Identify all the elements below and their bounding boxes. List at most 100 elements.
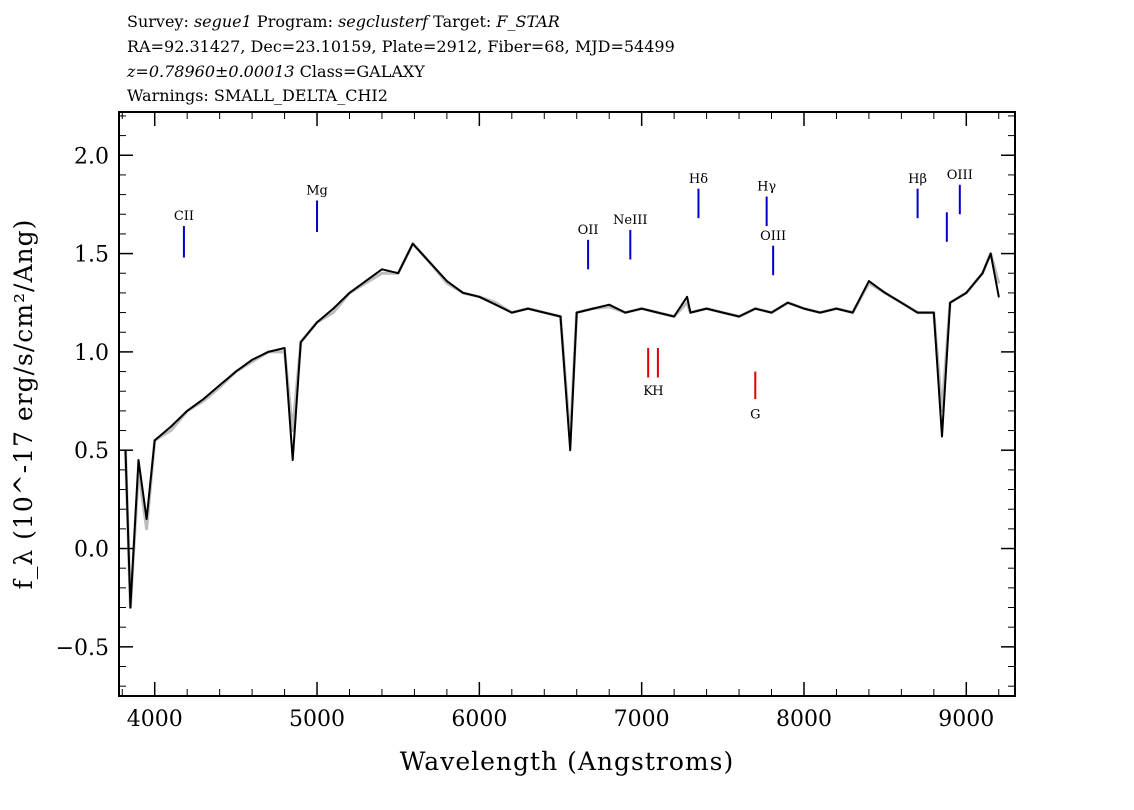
emission-line-label: Hγ [757,180,776,195]
flux-point [364,282,367,284]
smoothed-point [575,311,578,314]
smoothed-point [251,358,253,361]
spectral-line-markers: CII Mg OII NeIII Hδ Hγ OIII Hβ OIII K H G [174,168,973,423]
smoothed-point [332,307,335,310]
x-axis-label: Wavelength (Angstroms) [400,747,734,776]
smoothed-point [446,280,448,282]
flux-point [381,272,383,275]
smoothed-point [803,307,805,310]
smoothed-point [705,307,708,310]
y-axis-label: f_λ (10^-17 erg/s/cm²/Ang) [9,219,38,590]
smoothed-point [900,301,903,304]
y-tick-label: 1.0 [74,341,109,366]
y-tick-label: −0.5 [56,636,109,661]
flux-point [997,282,1000,284]
smoothed-point [411,242,414,245]
smoothed-point [770,311,773,314]
survey-label: Survey: [127,12,189,31]
emission-line-label: OIII [760,229,786,244]
x-tick-label: 9000 [938,707,994,732]
flux-point [446,282,448,284]
smoothed-point [364,280,367,282]
smoothed-point [657,311,659,314]
smoothed-point [673,315,675,318]
smoothed-point [494,303,497,306]
y-tick-label: 0.0 [74,538,109,563]
smoothed-point [235,370,237,373]
header-line-4: Warnings: SMALL_DELTA_CHI2 [127,86,388,105]
smoothed-point [965,292,968,294]
smoothed-point [569,449,572,452]
flux-point [332,311,335,314]
smoothed-point [202,398,205,400]
smoothed-point [933,311,935,314]
smoothed-point [316,321,318,324]
program-label: Program: [256,12,333,31]
smoothed-point [989,252,992,255]
flux-point [291,429,294,432]
smoothed-point [381,268,383,271]
survey-value: segue1 [193,12,252,31]
smoothed-point [267,351,270,353]
smoothed-point [397,272,399,275]
smoothed-point [592,307,594,310]
absorption-line-label: K [643,384,653,399]
smoothed-point [689,311,692,314]
smoothed-point [170,425,172,428]
flux-point [145,528,148,530]
smoothed-point [640,307,643,310]
flux-point [941,410,943,412]
x-tick-label: 8000 [776,707,832,732]
smoothed-point [608,303,611,306]
axis-ticks: 4000 5000 6000 7000 8000 9000 −0.5 0.0 0.5 1.0 1.5… [56,112,1015,732]
smoothed-point [299,341,302,343]
smoothed-point [916,311,919,314]
smoothed-point [291,459,294,461]
flux-point [170,429,172,432]
emission-line-label: OII [578,223,599,238]
smoothed-point [868,280,870,282]
smoothed-point [429,262,432,265]
smoothed-point [283,347,286,349]
series-layer [124,242,1001,609]
smoothed-point [997,296,1000,298]
smoothed-point [153,439,156,442]
smoothed-point [137,459,140,461]
x-tick-label: 4000 [127,707,183,732]
smoothed-point [819,311,822,314]
smoothed-point [186,410,188,412]
smoothed-point [462,292,464,294]
target-label: Target: [433,12,492,31]
plot-frame [118,111,1016,697]
header-line-3: z=0.78960±0.00013 Class=GALAXY [127,62,425,81]
header-line-2: RA=92.31427, Dec=23.10159, Plate=2912, F… [127,37,675,56]
class-value: Class=GALAXY [299,62,425,81]
smoothed-point [884,292,886,294]
program-value: segclusterf [338,12,429,31]
y-tick-label: 1.5 [74,243,109,268]
target-value: F_STAR [496,12,560,31]
smoothed-point [218,384,221,387]
series-smoothed [124,242,1000,609]
x-tick-label: 6000 [451,707,507,732]
header-line-1: Survey: segue1 Program: segclusterf Targ… [127,12,560,31]
smoothed-point [527,307,529,310]
y-tick-label: 2.0 [74,144,109,169]
smoothed-point [559,315,562,318]
emission-line-label: Hδ [689,172,708,187]
emission-line-label: OIII [947,168,973,183]
series-flux [124,242,1001,609]
x-tick-label: 5000 [289,707,345,732]
x-tick-label: 7000 [614,707,670,732]
smoothed-point [754,307,757,310]
emission-line-label: Mg [306,184,328,199]
smoothed-point [738,315,740,318]
smoothed-point [145,518,148,520]
absorption-line-label: G [750,408,760,423]
flux-point [202,400,205,402]
smoothed-point [543,311,546,314]
smoothed-point [941,435,943,438]
smoothed-point [981,272,984,275]
absorption-line-label: H [652,384,663,399]
